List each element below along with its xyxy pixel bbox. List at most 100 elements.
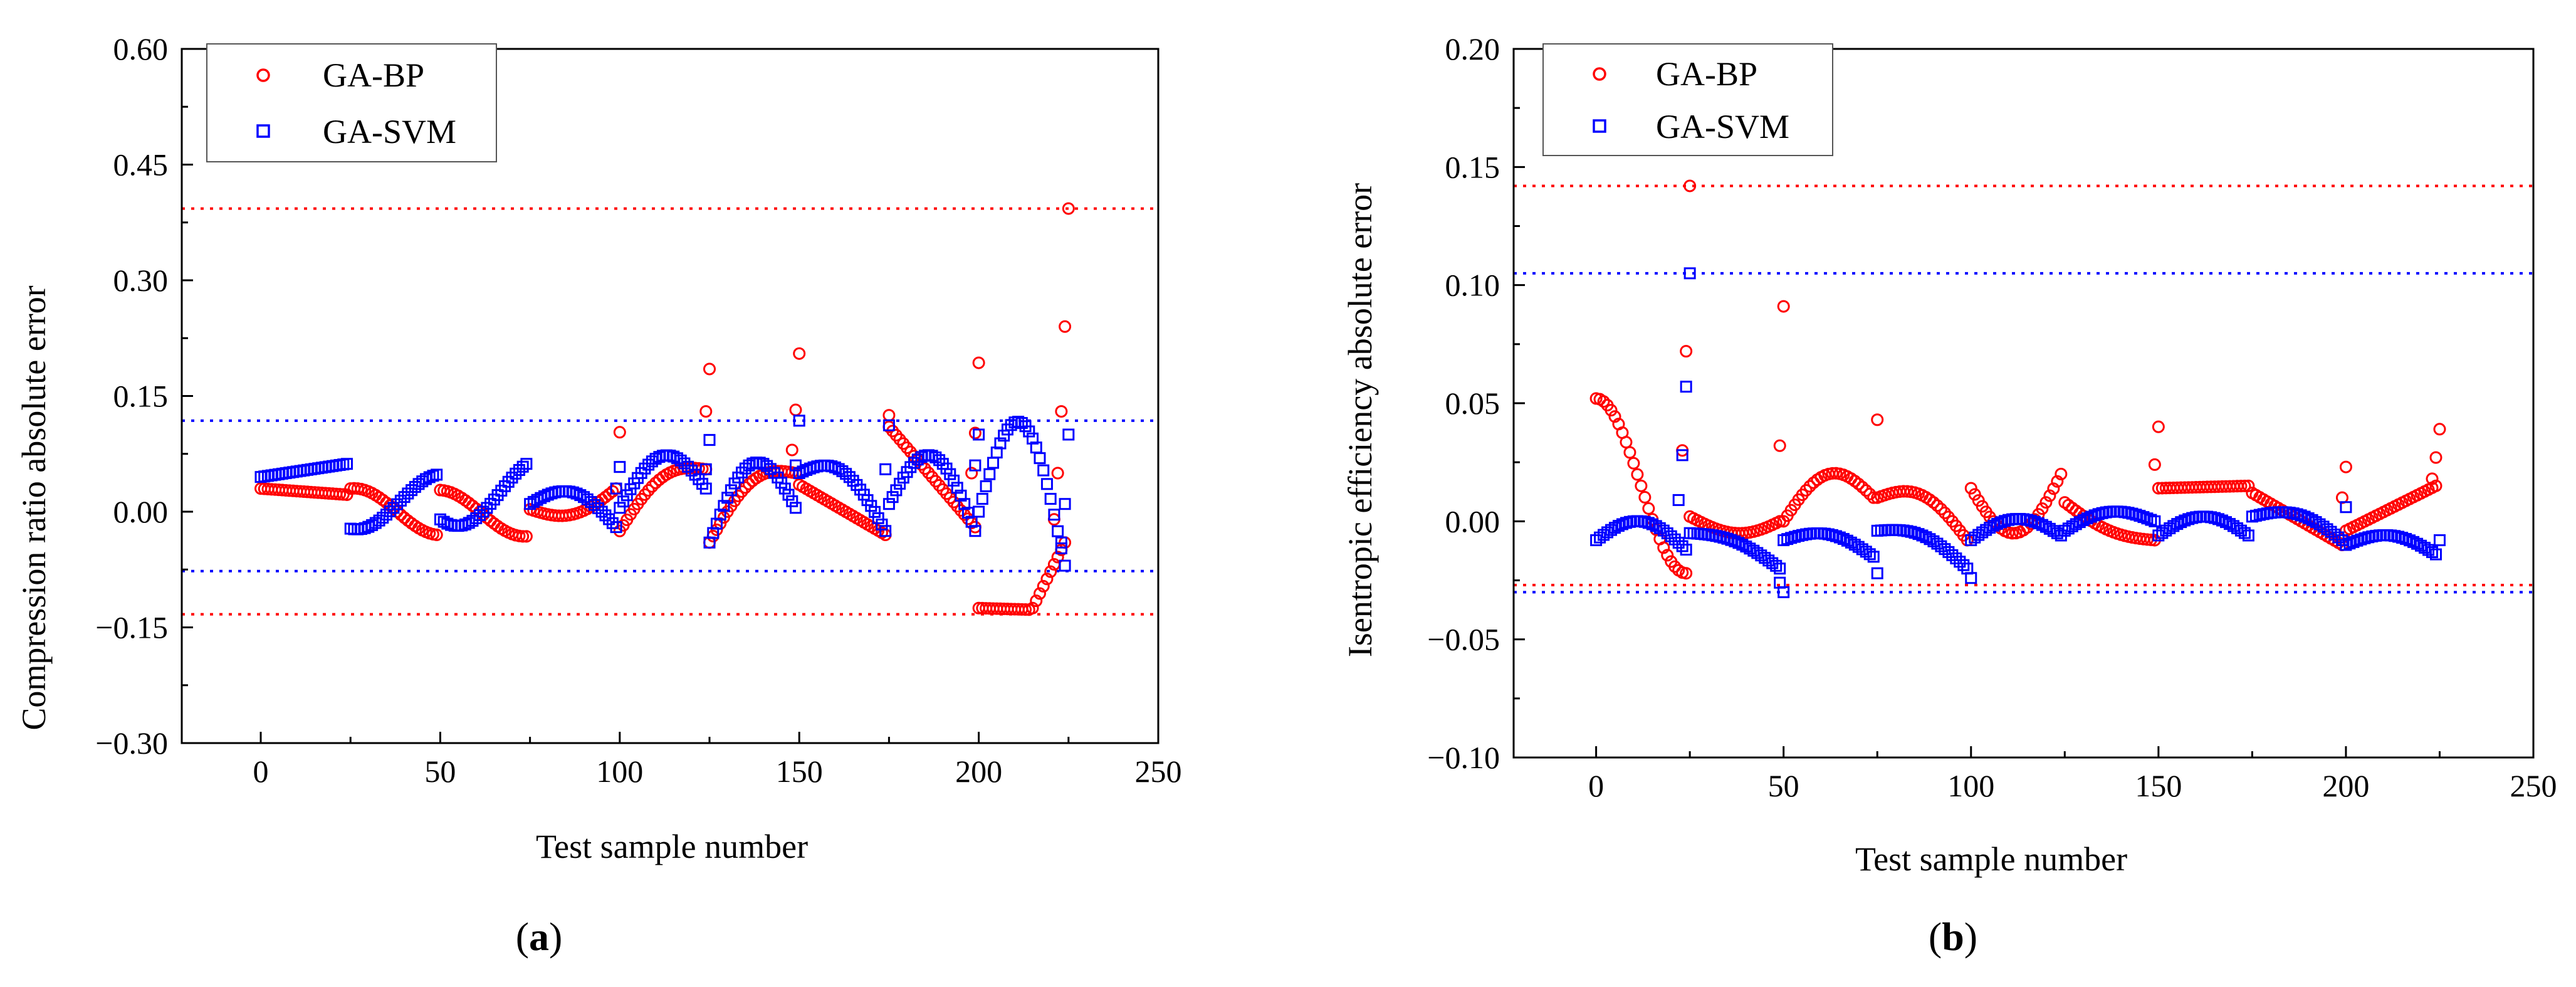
data-point-svm	[843, 471, 856, 483]
data-point-svm	[1871, 567, 1883, 579]
data-point-bp	[1964, 482, 1977, 495]
data-point-svm	[589, 499, 601, 511]
data-point-svm	[1785, 532, 1798, 544]
data-point-bp	[1026, 601, 1039, 615]
data-point-svm	[614, 502, 626, 514]
data-point-svm	[585, 496, 597, 509]
y-tick-label: 0.00	[113, 494, 169, 529]
data-point-svm	[2024, 514, 2037, 527]
reference-lines-a	[182, 207, 1158, 616]
x-tick-label: 0	[253, 754, 269, 789]
data-point-svm	[882, 498, 895, 510]
data-point-svm	[1638, 515, 1651, 528]
panel-label-close-a: )	[549, 914, 562, 959]
data-point-svm	[2081, 512, 2093, 525]
data-point-svm	[2085, 510, 2097, 523]
data-point-bp	[1668, 560, 1682, 573]
data-point-svm	[879, 525, 892, 537]
panel-label-letter-b: b	[1942, 914, 1964, 959]
data-point-bp	[1867, 491, 1880, 504]
data-point-svm	[2404, 534, 2416, 547]
data-point-svm	[1867, 551, 1880, 563]
data-point-svm	[840, 468, 852, 480]
data-point-bp	[2043, 489, 2056, 502]
data-point-bp	[2238, 479, 2251, 492]
x-tick-label: 50	[424, 754, 456, 789]
data-point-bp	[1680, 345, 1693, 358]
data-point-svm	[459, 518, 472, 530]
x-axis-title-a: Test sample number	[536, 828, 808, 865]
data-point-svm	[2130, 509, 2142, 521]
data-point-svm	[603, 513, 615, 525]
data-point-svm	[955, 489, 967, 502]
data-point-svm	[2392, 530, 2405, 543]
data-point-svm	[620, 489, 633, 502]
y-tick-label: −0.30	[95, 726, 168, 761]
data-point-svm	[2433, 534, 2446, 546]
data-point-svm	[699, 463, 712, 475]
data-point-svm	[1616, 518, 1628, 530]
x-tick-label: 250	[1135, 754, 1182, 789]
data-point-svm	[976, 493, 988, 505]
data-point-bp	[1680, 567, 1693, 580]
data-point-svm	[2036, 519, 2048, 531]
data-point-svm	[2070, 518, 2082, 530]
data-point-svm	[1037, 464, 1050, 477]
data-point-svm	[2340, 539, 2352, 551]
data-point-svm	[1676, 449, 1689, 462]
data-point-svm	[725, 484, 737, 497]
data-point-bp	[2006, 527, 2019, 540]
data-point-bp	[1642, 502, 1655, 515]
data-point-bp	[2051, 475, 2064, 488]
data-point-svm	[423, 471, 436, 483]
data-point-svm	[682, 460, 694, 473]
legend-marker-bp-b	[1593, 67, 1606, 81]
data-point-bp	[1657, 541, 1670, 554]
data-point-bp	[2339, 460, 2352, 473]
y-ticks-a: −0.30 −0.15 0.00 0.15 0.30 0.45 0.60	[95, 31, 193, 761]
data-point-svm	[362, 520, 375, 533]
data-point-svm	[2167, 520, 2180, 532]
data-point-bp	[710, 523, 723, 536]
data-point-svm	[1665, 530, 1677, 542]
data-point-svm	[2179, 514, 2191, 527]
data-point-svm	[617, 495, 630, 508]
data-point-bp	[1635, 479, 1648, 492]
data-point-svm	[1059, 559, 1071, 572]
data-point-svm	[710, 517, 723, 530]
data-point-svm	[2171, 518, 2184, 530]
data-point-svm	[2302, 512, 2315, 524]
data-point-svm	[2359, 532, 2371, 544]
data-point-svm	[973, 428, 985, 441]
data-point-svm	[391, 498, 404, 510]
data-point-bp	[2433, 423, 2446, 436]
data-point-svm	[969, 525, 982, 537]
data-point-bp	[1799, 483, 1813, 497]
data-point-svm	[2396, 532, 2409, 544]
data-point-svm	[2077, 514, 2090, 527]
data-point-svm	[1027, 432, 1039, 445]
data-point-svm	[933, 454, 946, 467]
data-point-svm	[998, 430, 1010, 442]
data-point-bp	[1037, 579, 1050, 593]
legend-label-svm-b: GA-SVM	[1656, 108, 1789, 145]
data-point-bp	[965, 467, 978, 480]
data-point-svm	[868, 505, 881, 518]
data-point-svm	[973, 505, 985, 518]
data-point-svm	[1048, 509, 1060, 521]
data-point-svm	[944, 468, 956, 480]
data-point-svm	[668, 450, 680, 463]
data-point-svm	[595, 505, 608, 518]
data-point-svm	[778, 482, 791, 495]
data-point-svm	[1680, 544, 1692, 556]
data-point-svm	[2426, 546, 2438, 558]
panel-label-close-b: )	[1964, 914, 1977, 959]
data-point-svm	[890, 484, 903, 497]
panel-label-letter-a: a	[529, 914, 549, 959]
data-point-bp	[2036, 502, 2049, 515]
data-point-bp	[520, 530, 533, 543]
data-point-svm	[894, 477, 906, 490]
data-point-svm	[2092, 508, 2105, 520]
data-point-bp	[1683, 179, 1697, 193]
